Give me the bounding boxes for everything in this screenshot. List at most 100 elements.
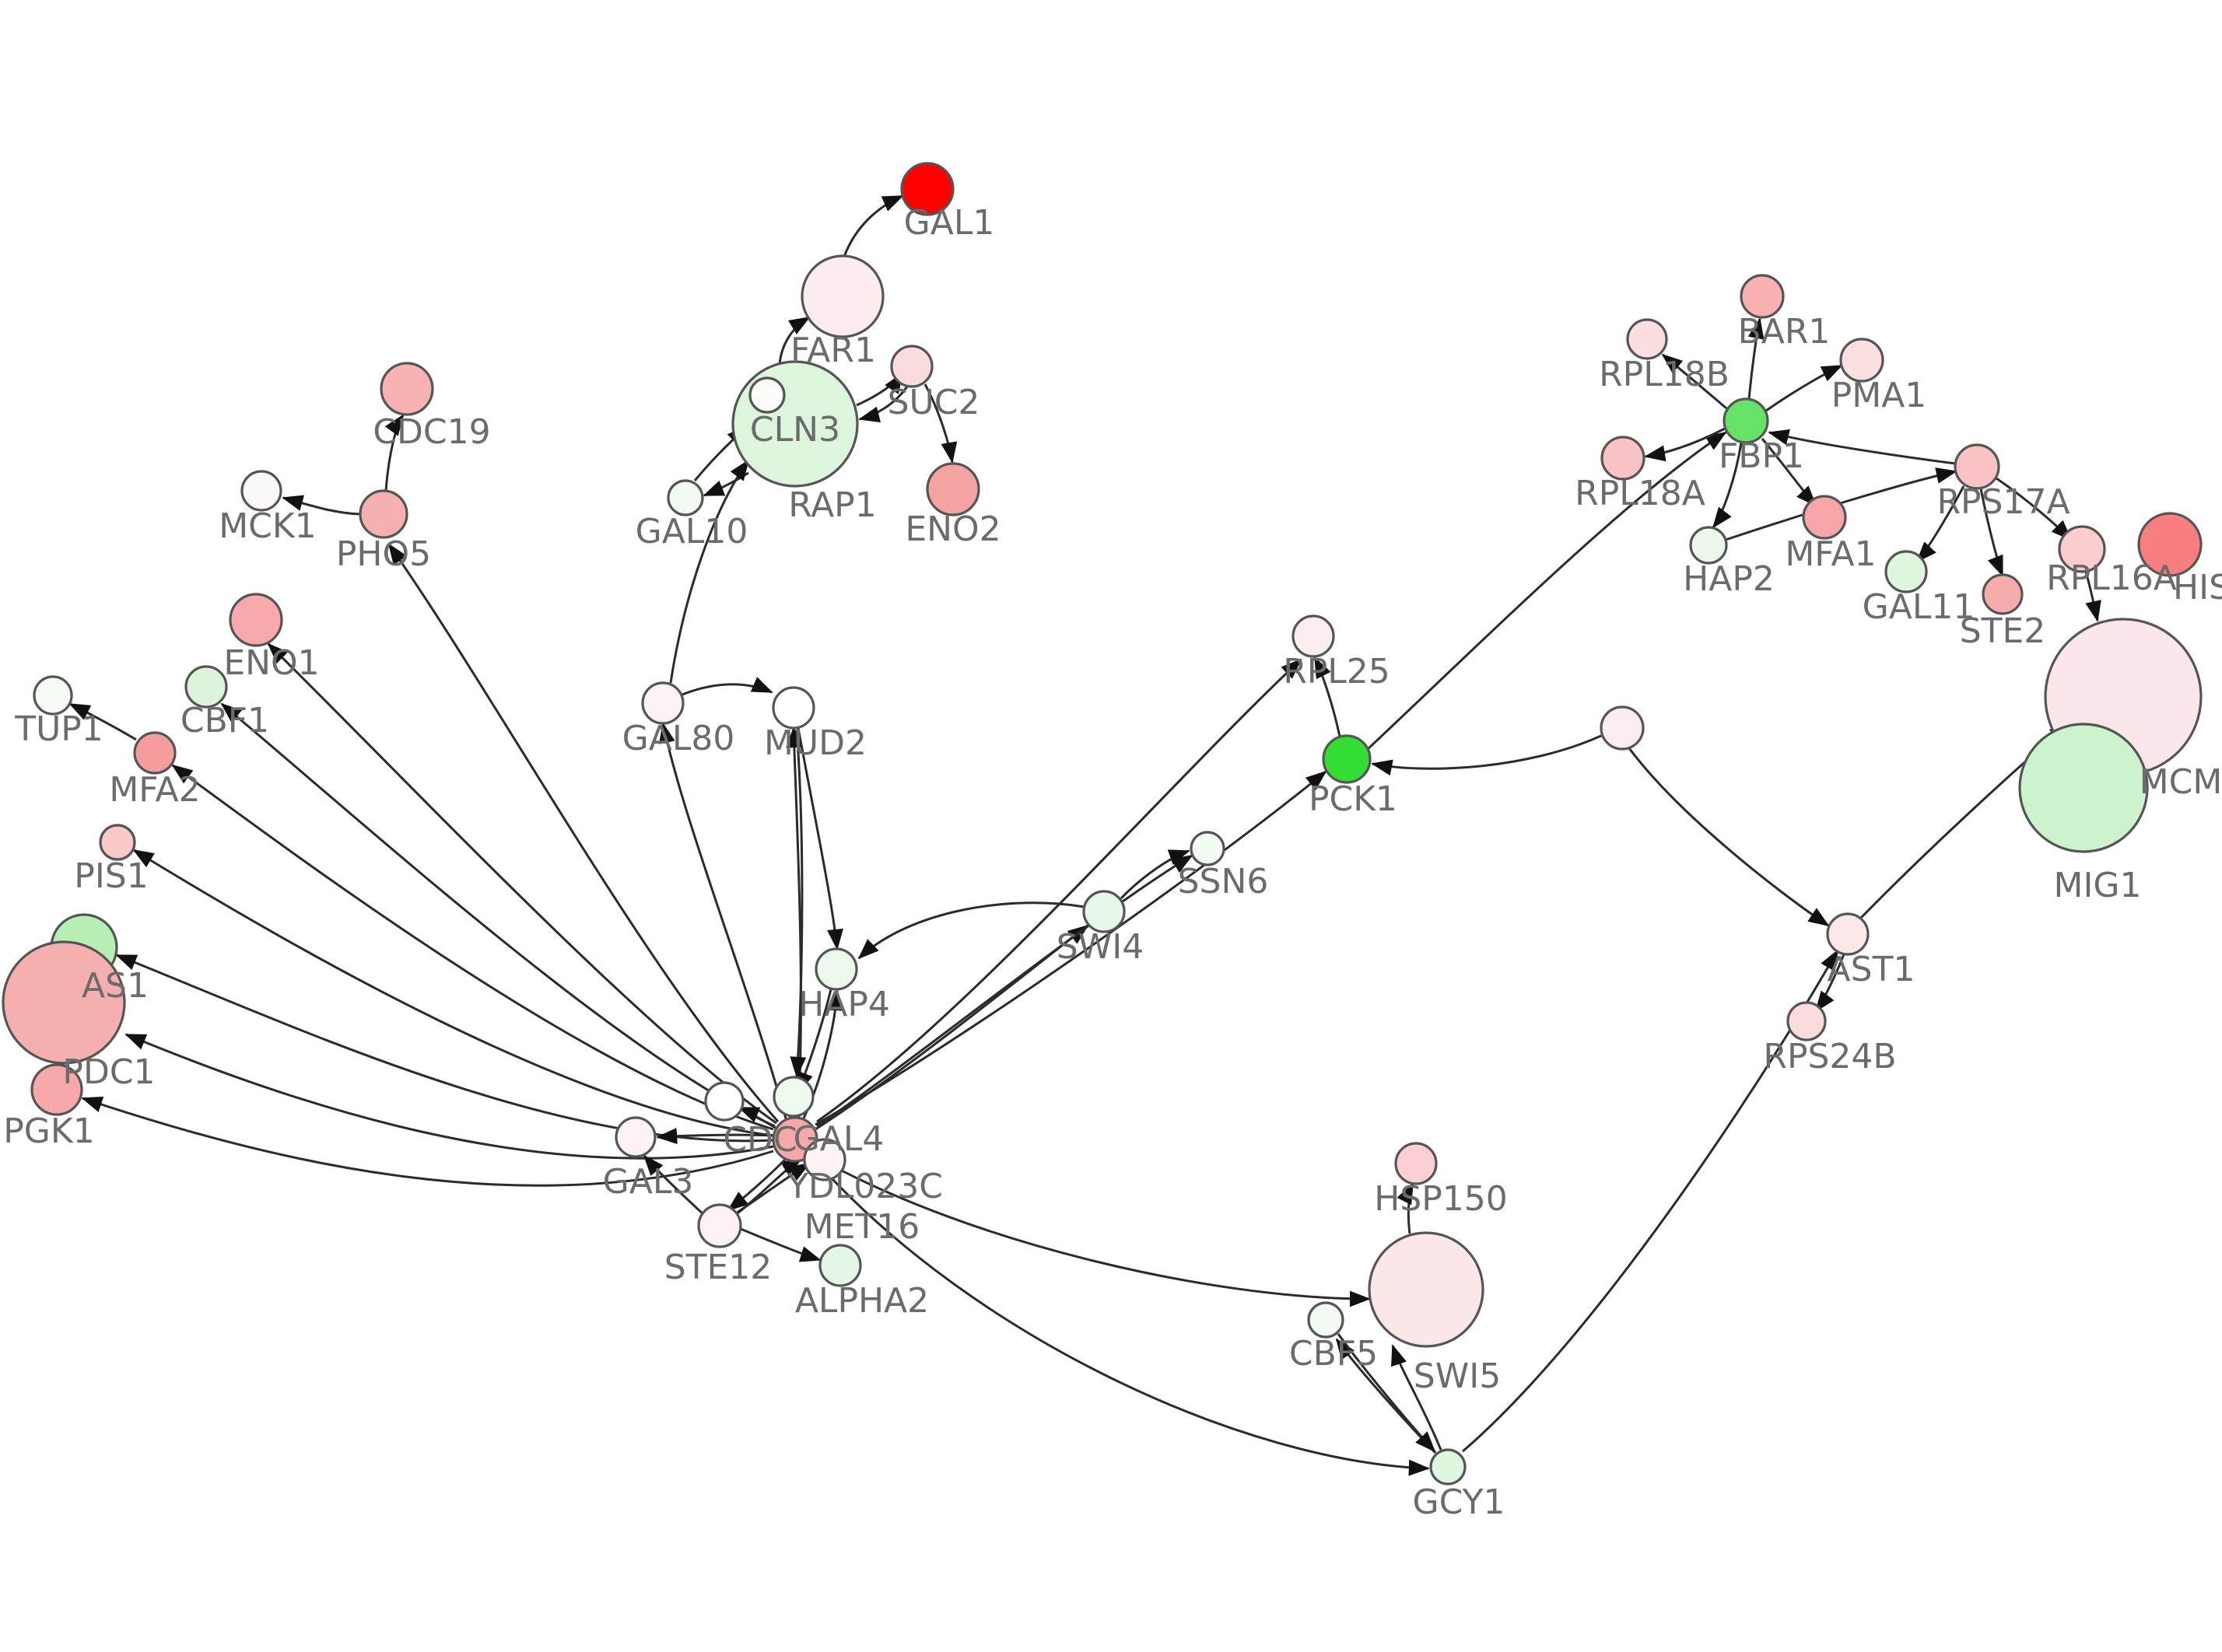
node-label-gal10: GAL10 [636, 512, 748, 551]
edge-gcy1-to-ast1 [1462, 949, 1839, 1453]
edge-gal4-to-ssn6 [816, 854, 1193, 1128]
edge-swi4-to-ssn6 [1120, 849, 1190, 900]
labels-layer: GAL1 FAR1 SUC2 CLN3 ENO2 GAL10 RAP1 CDC19 MCK1 PH… [3, 203, 2222, 1522]
node-pdc1[interactable] [2, 940, 126, 1065]
node-fbp1[interactable] [1723, 397, 1769, 444]
node-label-rap1: RAP1 [788, 485, 876, 525]
node-tup1[interactable] [33, 675, 73, 716]
node-label-pgk1: PGK1 [3, 1111, 94, 1151]
node-label-bar1: BAR1 [1738, 312, 1831, 352]
node-pho5[interactable] [359, 489, 408, 539]
node-his4[interactable] [2137, 512, 2203, 577]
node-label-tup1: TUP1 [14, 709, 103, 749]
node-gal4_top[interactable] [773, 1076, 815, 1118]
node-label-rpl16a: RPL16A [2046, 558, 2177, 598]
node-rps24b[interactable] [1786, 1001, 1827, 1041]
node-label-gal3: GAL3 [603, 1162, 694, 1202]
node-cdc19[interactable] [380, 362, 434, 416]
node-mig1[interactable] [2018, 723, 2149, 853]
node-label-rpl25: RPL25 [1283, 652, 1390, 691]
node-mfa2[interactable] [133, 731, 177, 775]
node-label-gal11: GAL11 [1863, 587, 1975, 627]
node-alpha2[interactable] [818, 1244, 862, 1287]
node-label-cdc: CDC [723, 1120, 797, 1160]
node-label-mig1: MIG1 [2053, 866, 2141, 905]
edge-mfa2-to-tup1 [68, 702, 137, 741]
edge-ste12-to-ydl023c [735, 1162, 811, 1215]
edge-swi5-to-hsp150 [1397, 1182, 1414, 1234]
node-hap2[interactable] [1689, 526, 1728, 565]
node-label-pdc1: PDC1 [62, 1052, 155, 1092]
edge-pck1-to-fbp1 [1365, 431, 1727, 751]
node-pma1[interactable] [1839, 338, 1884, 383]
node-label-swi5: SWI5 [1414, 1356, 1501, 1396]
node-cln3_in[interactable] [748, 376, 786, 414]
edge-cbf5-to-gcy1 [1337, 1333, 1436, 1453]
node-hap4[interactable] [815, 947, 858, 991]
node-ast1[interactable] [1826, 912, 1870, 956]
node-label-as1: AS1 [82, 966, 149, 1006]
node-label-pho5: PHO5 [336, 534, 431, 574]
node-pgk1[interactable] [30, 1063, 83, 1116]
node-label-fbp1: FBP1 [1719, 436, 1804, 476]
node-rpl18a[interactable] [1600, 436, 1645, 481]
node-cbf1[interactable] [184, 665, 228, 709]
node-gal80[interactable] [641, 681, 685, 725]
node-label-pma1: PMA1 [1831, 376, 1927, 415]
node-label-ssn6: SSN6 [1178, 862, 1269, 901]
node-eno1[interactable] [229, 593, 283, 647]
node-far1[interactable] [801, 254, 885, 338]
node-swi4[interactable] [1082, 890, 1126, 933]
node-gal11[interactable] [1884, 550, 1928, 593]
node-cbf5[interactable] [1307, 1301, 1344, 1339]
node-gal3[interactable] [615, 1116, 657, 1158]
edge-suc2-to-cln3 [858, 386, 909, 423]
node-ydl023c[interactable] [803, 1138, 846, 1181]
edge-gal4-to-gcy1 [812, 1158, 1430, 1476]
node-mfa1[interactable] [1802, 495, 1847, 540]
edge-gal4-to-mfa2 [171, 764, 774, 1131]
edge-pck1-to-rpl25 [1313, 656, 1341, 737]
edge-cln3-to-far1 [778, 316, 811, 365]
node-hub_r[interactable] [1600, 705, 1645, 751]
node-pis1[interactable] [99, 824, 136, 861]
node-bar1[interactable] [1740, 274, 1785, 319]
edge-fbp1-to-rpl18a [1644, 427, 1726, 462]
edge-gal4-to-cbf1 [220, 702, 776, 1128]
node-ssn6[interactable] [1190, 831, 1225, 866]
edge-gal4-to-gal80 [659, 722, 787, 1119]
edge-cln3-to-gal10 [703, 471, 749, 497]
node-swi5[interactable] [1368, 1231, 1484, 1348]
edge-gal80-to-mud2 [682, 677, 773, 696]
node-label-hap4: HAP4 [798, 985, 890, 1024]
node-label-hap2: HAP2 [1683, 559, 1775, 599]
node-label-mud2: MUD2 [764, 723, 867, 763]
node-label-gal1: GAL1 [904, 203, 995, 243]
node-gal10[interactable] [667, 479, 704, 516]
node-rps17a[interactable] [1954, 443, 2000, 490]
node-label-gal80: GAL80 [622, 719, 735, 758]
node-suc2[interactable] [890, 345, 934, 388]
node-label-cln3: CLN3 [750, 410, 840, 450]
node-rpl18b[interactable] [1626, 318, 1668, 360]
nodes-layer [2, 162, 2203, 1486]
node-mud2[interactable] [772, 686, 815, 730]
edge-mud2-to-hap4 [797, 727, 843, 950]
node-rpl16a[interactable] [2058, 525, 2106, 573]
edge-gal4-to-gal3 [656, 1128, 775, 1145]
node-label-pis1: PIS1 [74, 856, 148, 896]
node-ste2[interactable] [1982, 573, 2024, 615]
node-pck1[interactable] [1322, 734, 1372, 784]
node-hsp150[interactable] [1394, 1142, 1438, 1185]
node-gal1[interactable] [900, 162, 955, 216]
edge-gal4-to-rpl25 [816, 658, 1302, 1123]
node-cdc[interactable] [704, 1081, 745, 1122]
node-rpl25[interactable] [1291, 614, 1335, 658]
node-gcy1[interactable] [1429, 1448, 1467, 1486]
node-eno2[interactable] [926, 462, 980, 516]
node-label-pck1: PCK1 [1309, 779, 1397, 819]
edge-pho5-to-mck1 [282, 495, 361, 516]
node-label-met16: MET16 [804, 1207, 920, 1247]
node-ste12[interactable] [697, 1203, 742, 1248]
node-mck1[interactable] [240, 470, 282, 512]
